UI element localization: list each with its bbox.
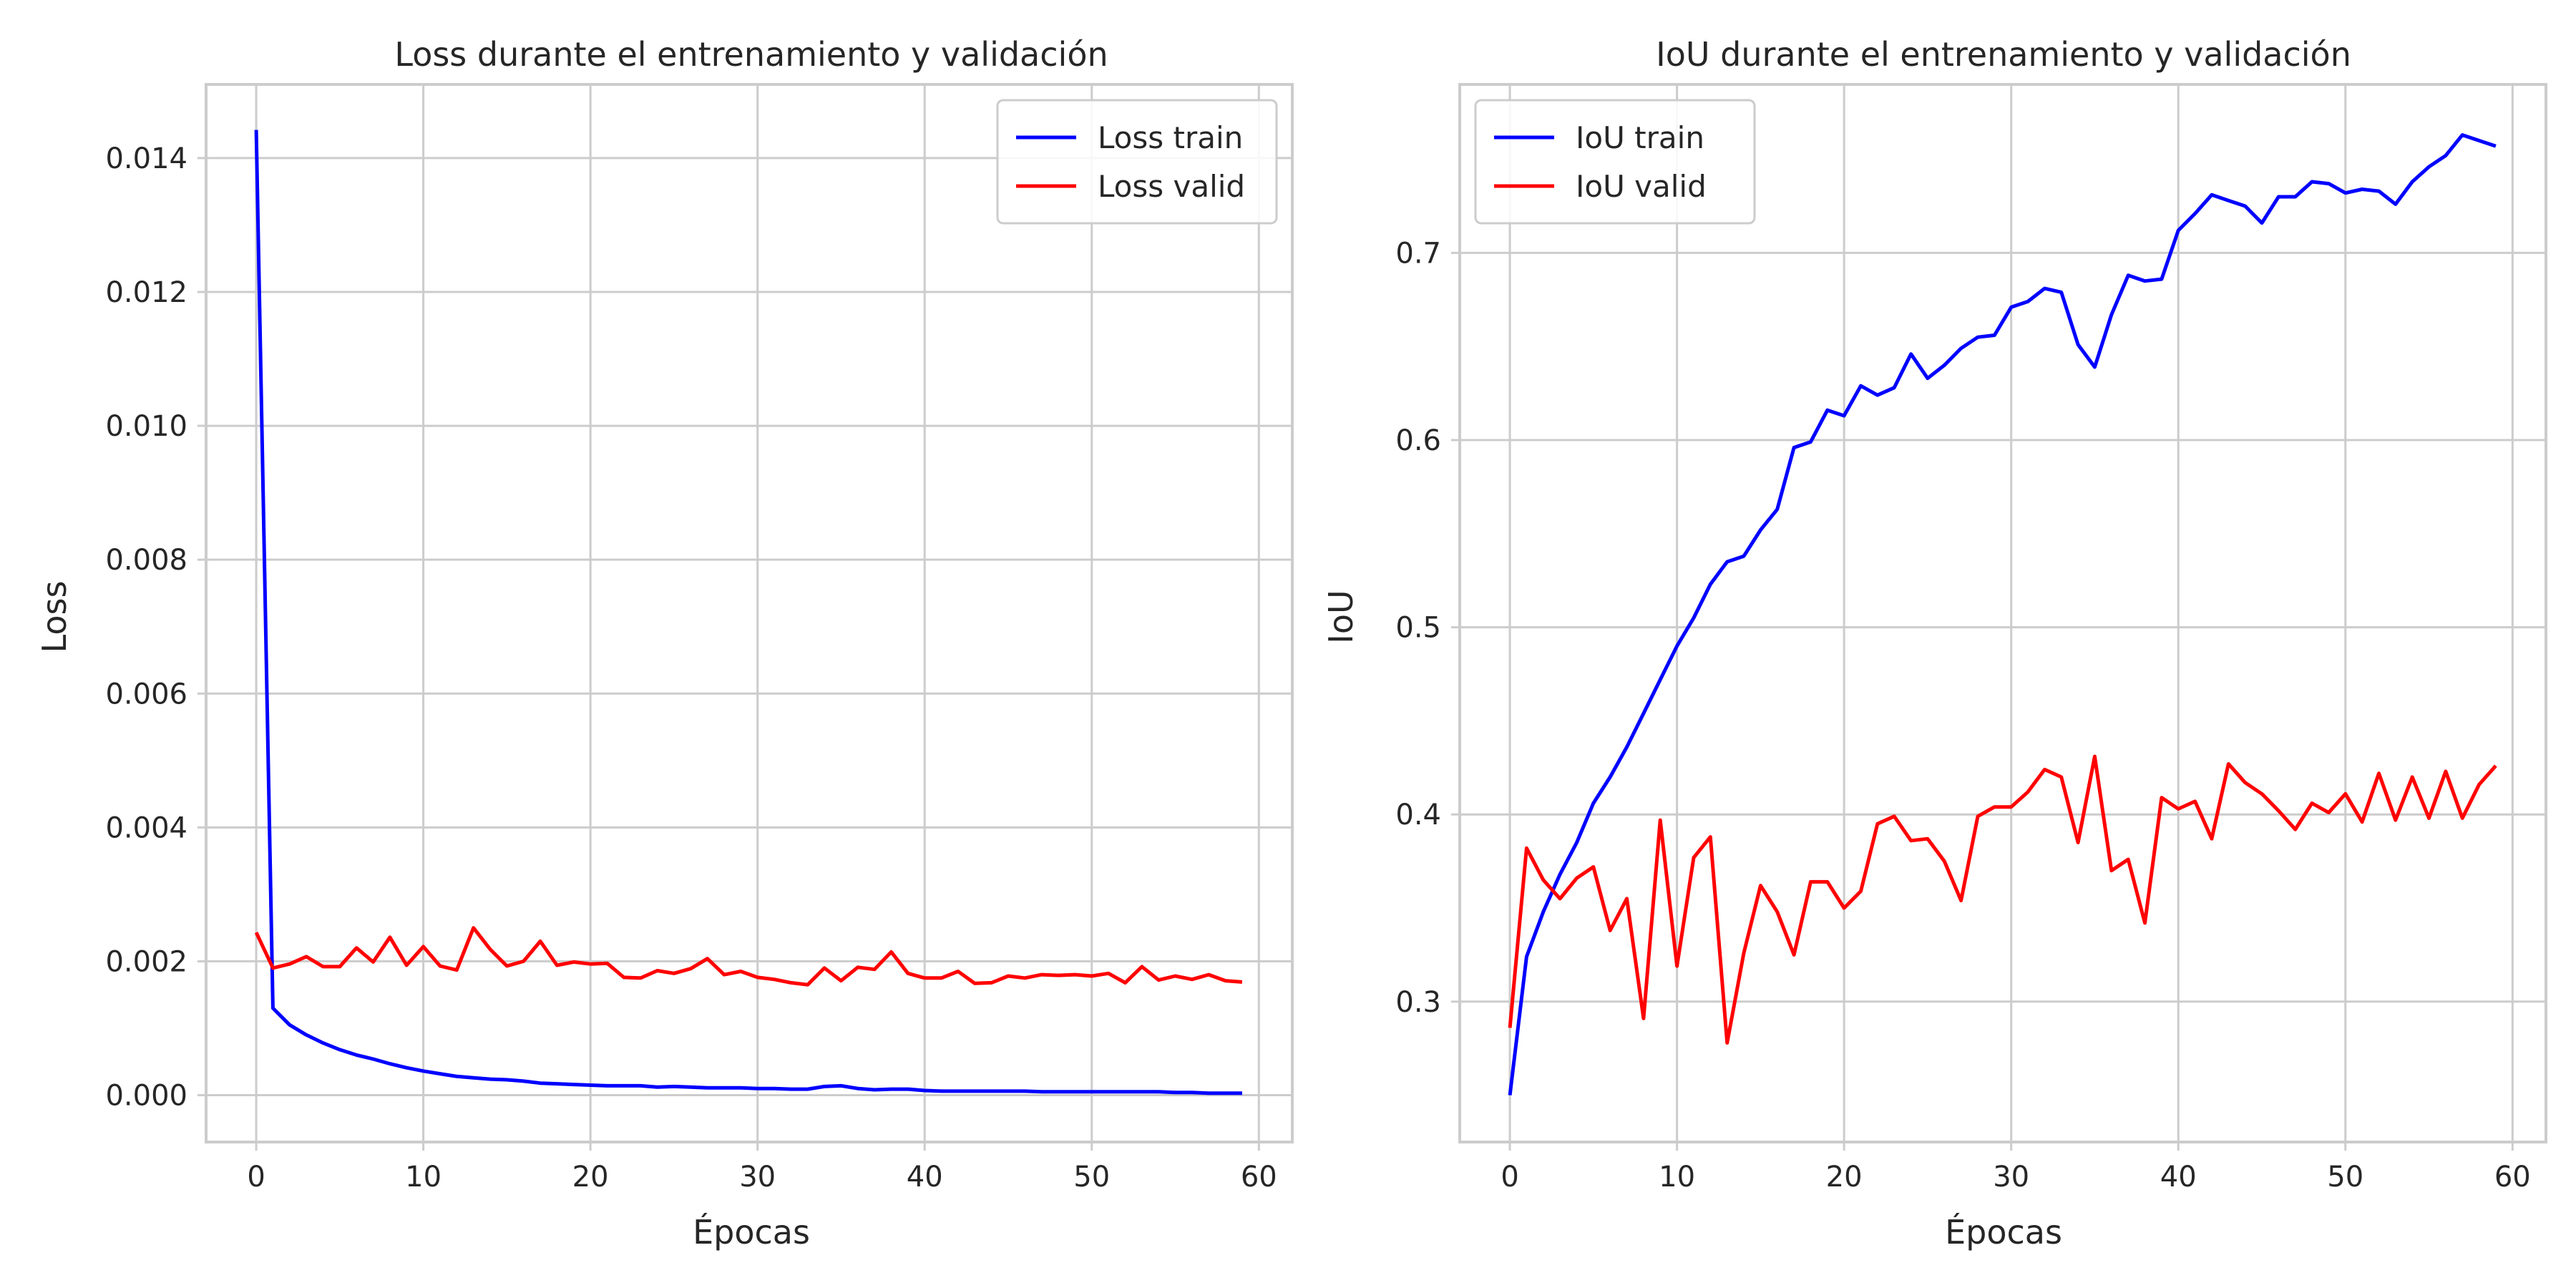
loss-y-tick-label: 0.010 bbox=[105, 410, 187, 443]
loss-train-legend-label: Loss train bbox=[1098, 120, 1243, 155]
loss-grid bbox=[206, 84, 1292, 1142]
loss-legend-box bbox=[996, 99, 1278, 225]
iou-legend: IoU train IoU valid bbox=[1474, 99, 1756, 225]
loss-x-tick-label: 30 bbox=[739, 1161, 776, 1194]
loss-legend: Loss train Loss valid bbox=[996, 99, 1278, 225]
iou-chart-title: IoU durante el entrenamiento y validació… bbox=[1656, 35, 2351, 74]
iou-y-tick-label: 0.7 bbox=[1395, 237, 1441, 270]
loss-chart-title: Loss durante el entrenamiento y validaci… bbox=[394, 35, 1108, 74]
iou-chart-panel: IoU durante el entrenamiento y validació… bbox=[1322, 35, 2547, 1252]
iou-y-tick-label: 0.5 bbox=[1395, 612, 1441, 645]
loss-y-tick-label: 0.008 bbox=[105, 544, 187, 577]
loss-y-tick-label: 0.014 bbox=[105, 142, 187, 175]
loss-plot-frame bbox=[205, 83, 1294, 1143]
iou-x-tick-label: 50 bbox=[2327, 1161, 2363, 1194]
loss-chart-panel: Loss durante el entrenamiento y validaci… bbox=[35, 35, 1294, 1252]
iou-y-tick-label: 0.4 bbox=[1395, 799, 1441, 831]
loss-y-tick-label: 0.000 bbox=[105, 1080, 187, 1113]
iou-plot-frame bbox=[1458, 83, 2547, 1143]
loss-x-tick-label: 10 bbox=[405, 1161, 441, 1194]
loss-valid-line bbox=[254, 926, 1243, 987]
loss-chart-xlabel: Épocas bbox=[693, 1213, 810, 1252]
iou-x-tick-label: 60 bbox=[2494, 1161, 2531, 1194]
iou-valid-legend-label: IoU valid bbox=[1576, 169, 1707, 204]
loss-x-tick-label: 60 bbox=[1241, 1161, 1277, 1194]
loss-x-tick-label: 40 bbox=[907, 1161, 943, 1194]
loss-valid-legend-label: Loss valid bbox=[1098, 169, 1245, 204]
loss-train-line bbox=[254, 130, 1242, 1096]
iou-x-tick-label: 20 bbox=[1826, 1161, 1863, 1194]
iou-chart-ylabel: IoU bbox=[1322, 590, 1360, 643]
iou-grid bbox=[1460, 84, 2546, 1142]
loss-x-tick-label: 0 bbox=[247, 1161, 265, 1194]
iou-x-tick-label: 10 bbox=[1659, 1161, 1695, 1194]
iou-chart-xlabel: Épocas bbox=[1945, 1213, 2062, 1252]
loss-chart-ylabel: Loss bbox=[35, 581, 74, 653]
loss-y-tick-label: 0.006 bbox=[105, 678, 187, 711]
iou-y-tick-label: 0.3 bbox=[1395, 986, 1441, 1019]
iou-x-tick-label: 0 bbox=[1501, 1161, 1518, 1194]
iou-x-tick-label: 30 bbox=[1993, 1161, 2029, 1194]
iou-y-tick-label: 0.6 bbox=[1395, 424, 1441, 457]
iou-x-tick-label: 40 bbox=[2160, 1161, 2197, 1194]
loss-y-tick-label: 0.004 bbox=[105, 811, 187, 844]
loss-x-tick-label: 50 bbox=[1073, 1161, 1110, 1194]
loss-x-tick-label: 20 bbox=[572, 1161, 609, 1194]
iou-legend-box bbox=[1474, 99, 1756, 225]
loss-y-tick-label: 0.002 bbox=[105, 945, 187, 978]
iou-train-line bbox=[1508, 133, 2497, 1096]
iou-train-legend-label: IoU train bbox=[1576, 120, 1704, 155]
loss-y-tick-label: 0.012 bbox=[105, 276, 187, 309]
iou-valid-line bbox=[1508, 754, 2497, 1045]
